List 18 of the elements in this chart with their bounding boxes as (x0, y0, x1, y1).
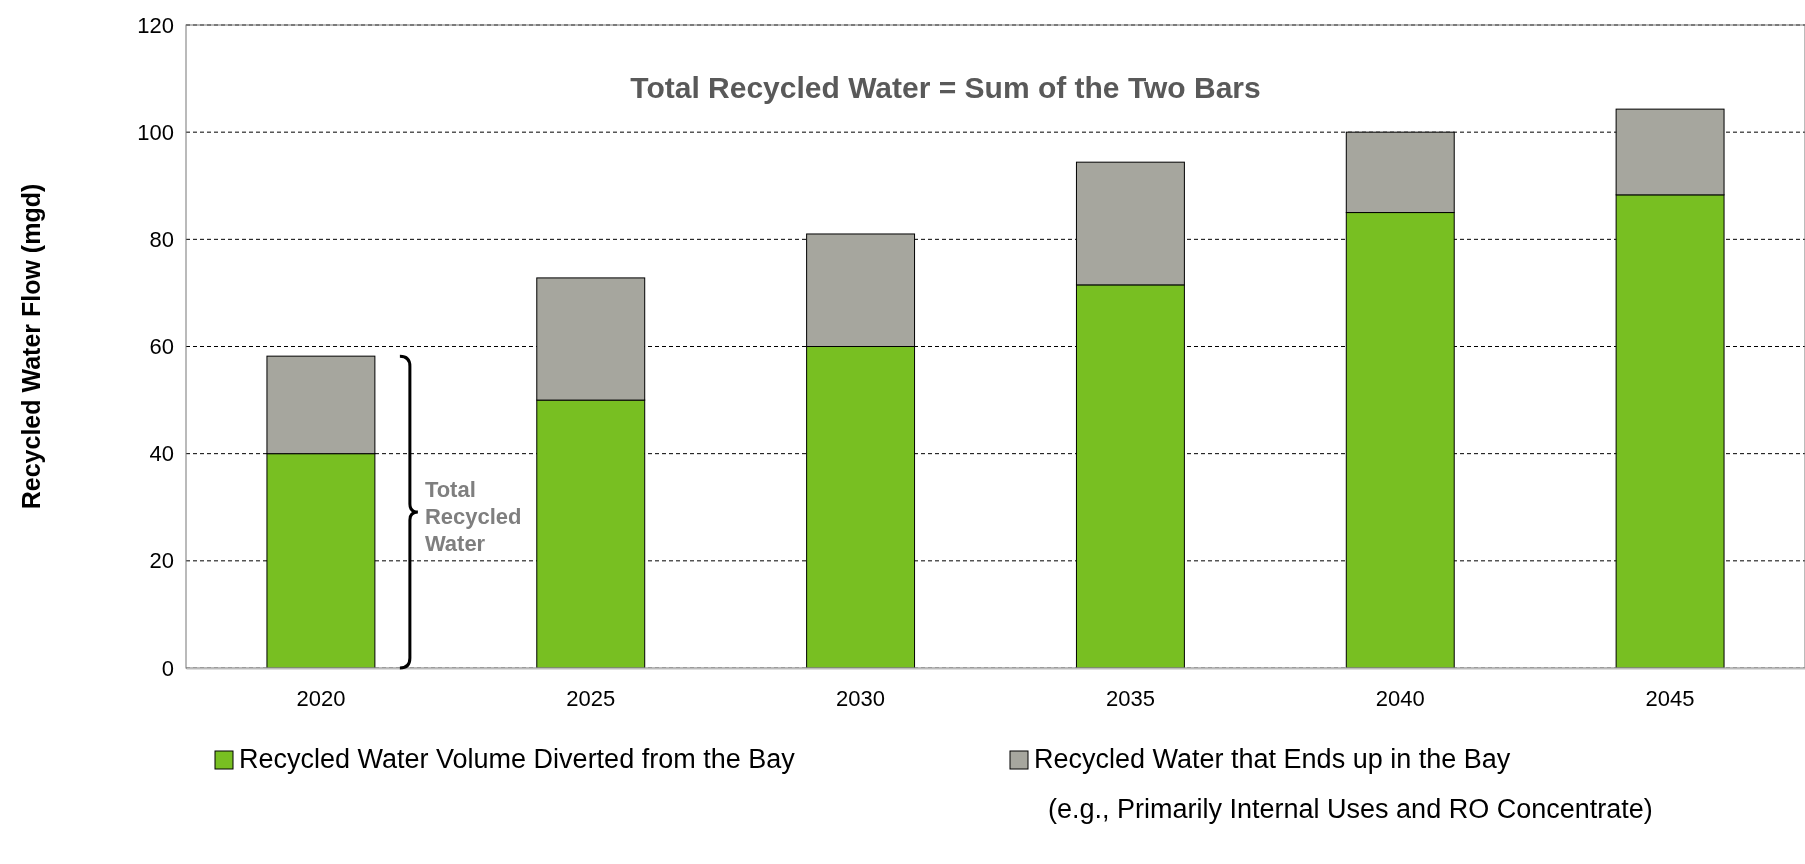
y-tick-label: 0 (161, 655, 174, 681)
annotation: Total Recycled Water (424, 477, 522, 557)
legend-label: Recycled Water Volume Diverted from the Bay (239, 744, 796, 774)
y-tick-label: 40 (149, 441, 174, 467)
x-tick-label: 2025 (566, 685, 616, 711)
y-axis-title: Recycled Water Flow (mgd) (17, 183, 45, 510)
y-tick-label: 80 (149, 226, 174, 252)
y-tick-label: 100 (137, 119, 174, 145)
x-tick-label: 2035 (1105, 685, 1155, 711)
y-tick-label: 20 (149, 548, 174, 574)
y-tick-label: 60 (149, 334, 174, 360)
x-tick-label: 2045 (1645, 685, 1695, 711)
x-tick-label: 2030 (836, 685, 886, 711)
y-tick-label: 120 (137, 12, 174, 38)
legend-label: Recycled Water that Ends up in the Bay (e.g., Primarily Internal Uses and RO Concentrate) (1034, 744, 1653, 824)
x-tick-label: 2020 (296, 685, 346, 711)
x-tick-label: 2040 (1375, 685, 1425, 711)
text: Total Recycled Water = Sum of the Two Bars (630, 71, 1261, 104)
